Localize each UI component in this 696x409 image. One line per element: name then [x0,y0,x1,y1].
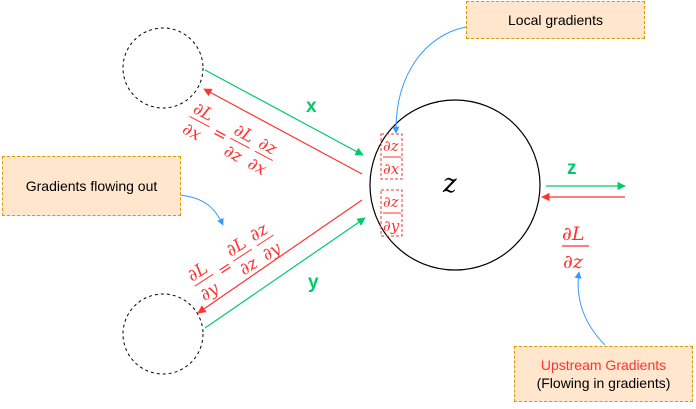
upstream-gradients-callout: Upstream Gradients (Flowing in gradients… [514,346,693,402]
local-gradient-dz-dx: ∂z ∂x [383,137,401,178]
upstream-gradient-dL-dz: ∂L ∂z [562,223,589,273]
local-gradients-callout: Local gradients [466,1,645,39]
forward-edge-y [204,217,366,329]
backward-edge-y [197,199,363,314]
upstream-gradients-pointer [574,271,606,346]
svg-text:∂x: ∂x [383,160,400,178]
svg-text:∂x: ∂x [244,154,270,180]
svg-text:∂L: ∂L [562,223,584,245]
svg-text:∂z: ∂z [563,251,584,273]
local-gradients-pointer [392,26,467,134]
svg-text:=: = [209,122,231,146]
chain-rule-x: ∂L ∂x = ∂L ∂z ∂z ∂x [179,99,281,181]
svg-text:∂z: ∂z [220,141,246,167]
edge-label-x: x [306,96,317,117]
svg-text:∂x: ∂x [179,119,205,145]
gradients-out-callout: Gradients flowing out [2,156,181,216]
input-node-y [122,293,204,375]
gradients-out-pointer [179,194,224,226]
local-gradient-dz-dy: ∂z ∂y [383,193,401,235]
local-gradient-box-y [380,189,403,237]
operation-node-z [369,99,541,271]
upstream-gradients-subtitle: (Flowing in gradients) [536,375,671,391]
backward-edge-x [203,88,363,175]
chain-rule-y: ∂L ∂y = ∂L ∂z ∂z ∂y [184,219,285,306]
svg-text:∂z: ∂z [383,137,399,155]
gradients-out-label: Gradients flowing out [25,178,158,194]
svg-text:∂y: ∂y [383,217,400,235]
forward-edge-x [204,69,364,156]
local-gradient-box-x [380,133,403,180]
svg-text:∂z: ∂z [383,193,399,211]
upstream-gradients-title: Upstream Gradients [540,357,667,373]
edge-label-z: z [567,158,577,179]
input-node-x [122,27,204,109]
edge-label-y: y [308,272,319,293]
local-gradients-label: Local gradients [508,12,603,28]
node-label: z [442,169,457,199]
